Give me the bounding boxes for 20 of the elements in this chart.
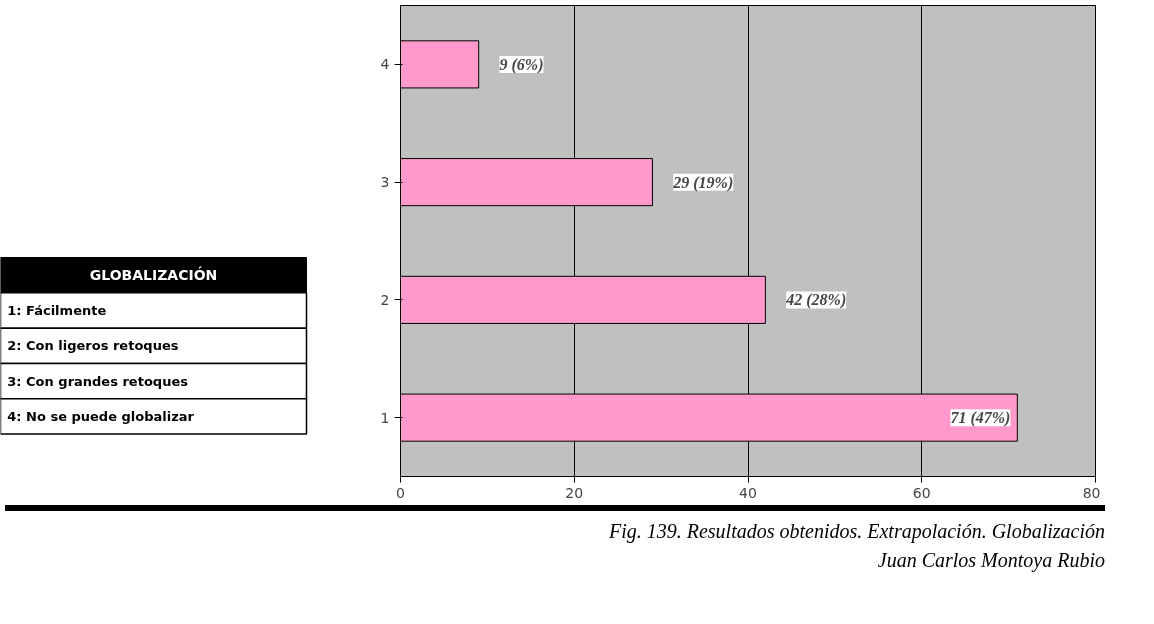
y-tick-label: 2 <box>380 291 390 308</box>
x-tick-label: 40 <box>739 484 757 501</box>
x-tick-label: 20 <box>565 484 584 501</box>
caption: Fig. 139. Resultados obtenidos. Extrapolación. Globalización <box>608 520 1105 542</box>
data-label: 29 (19%) <box>672 173 734 192</box>
data-label: 71 (47%) <box>950 409 1011 428</box>
y-tick-label: 1 <box>380 409 390 426</box>
data-label: 9 (6%) <box>499 55 544 74</box>
text: 2: Con ligeros retoques <box>7 338 179 354</box>
data-label: 42 (28%) <box>785 291 847 310</box>
x-tick-label: 80 <box>1082 484 1101 501</box>
text: 4: No se puede globalizar <box>7 408 195 424</box>
text: Juan Carlos Montoya Rubio <box>877 548 1105 571</box>
y-tick-label: 4 <box>380 56 390 73</box>
text: 3: Con grandes retoques <box>7 373 189 389</box>
text: 1: Fácilmente <box>7 302 107 318</box>
y-tick-label: 3 <box>380 174 390 191</box>
x-tick-label: 0 <box>396 484 405 501</box>
x-tick-label: 60 <box>912 484 931 501</box>
legend-title: GLOBALIZACIÓN <box>89 266 218 284</box>
